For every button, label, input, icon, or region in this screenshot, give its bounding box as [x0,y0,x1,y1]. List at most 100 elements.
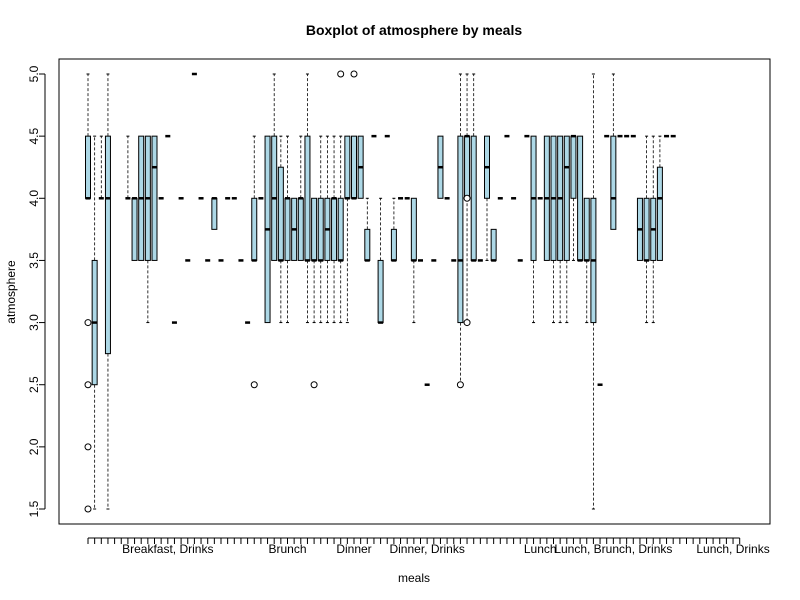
box [297,197,304,261]
y-tick-label: 2.0 [27,438,41,455]
box-group [583,197,590,324]
box-group [337,70,345,324]
box [151,135,158,261]
box [277,166,284,261]
box [337,197,344,261]
box-group [543,135,550,261]
box-group [310,197,318,389]
box-group [211,197,218,230]
y-tick-label: 2.5 [27,376,41,393]
box [470,135,477,261]
box-group [390,197,397,262]
box [304,135,311,261]
outlier-point [456,381,464,389]
box [563,135,570,261]
outlier-point [310,381,318,389]
box [457,135,464,324]
box-group [470,73,477,262]
y-tick-label: 1.5 [27,500,41,517]
x-tick-label: Breakfast, Drinks [122,542,213,556]
box-group [98,135,104,200]
box-group [277,135,284,324]
box-group [131,197,138,261]
box-group [530,135,537,324]
box-group [144,135,151,324]
box-group [324,135,331,324]
box-group [643,135,650,324]
box [104,135,111,355]
x-tick-label: Dinner, Drinks [389,542,464,556]
x-axis: Breakfast, Drinks Brunch Dinner Dinner, Dri… [87,537,770,556]
box-group [410,197,417,324]
box-group [297,135,304,261]
box [331,197,338,261]
outlier-point [84,505,92,513]
box-group [484,135,490,261]
box-group [610,73,617,230]
box-group [437,135,444,199]
box-group [91,135,98,510]
box [351,135,357,199]
box-group [331,135,338,324]
box [131,197,138,261]
box-group [350,70,358,200]
box-group [84,73,92,513]
boxes-layer [84,70,676,513]
y-axis-label: atmosphere [4,260,18,324]
x-tick-label: Lunch, Drinks [696,542,769,556]
box [344,135,351,199]
box [85,135,91,199]
box-group [264,135,271,324]
box [284,197,291,261]
outlier-point [84,381,92,389]
y-tick-label: 3.5 [27,252,41,269]
outlier-point [463,194,471,202]
box [364,228,371,261]
box-group [463,73,471,327]
box-group [304,73,311,324]
x-axis-label: meals [398,571,430,585]
box-group [570,134,577,261]
box [610,135,617,230]
box [570,135,577,199]
box-group [490,228,497,262]
box-group [271,73,278,261]
box-group [577,135,584,262]
box [577,135,584,261]
box-group [250,135,258,389]
box [464,135,471,199]
x-tick-label: Brunch [268,542,306,556]
chart-title: Boxplot of atmosphere by meals [306,22,522,38]
box-group [151,135,158,261]
box-group [636,197,643,261]
box-group [456,73,464,389]
box-group [590,73,597,510]
plot-frame [58,58,771,525]
box-group [650,135,657,324]
box-group [104,73,111,510]
box-group [557,135,564,324]
box [643,197,650,261]
x-tick-label: Lunch, Brunch, Drinks [554,542,672,556]
outlier-point [337,70,345,78]
box-group [357,135,364,199]
box-group [364,197,371,262]
box [656,166,663,261]
box [377,259,384,324]
outlier-point [84,319,92,327]
box-group [656,135,663,261]
box [583,197,590,261]
x-tick-label: Dinner [336,542,371,556]
y-tick-label: 3.0 [27,314,41,331]
box [390,228,397,261]
box [211,197,218,230]
box [311,197,318,261]
y-tick-label: 5.0 [27,65,41,82]
box-group [284,135,291,324]
box-group [344,135,351,324]
box-group [377,197,384,324]
box-group [291,197,298,261]
y-axis: 1.5 2.0 2.5 3.0 3.5 4.0 4.5 5.0 [27,65,46,517]
box-group [138,135,145,261]
